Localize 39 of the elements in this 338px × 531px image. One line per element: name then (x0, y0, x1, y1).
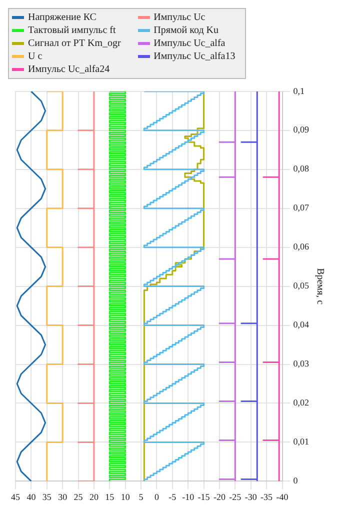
y-tick-label: 0,08 (293, 164, 310, 174)
y-tick-label: 0,03 (293, 358, 310, 369)
y-tick-label: 0 (293, 476, 298, 486)
x-tick-label: 35 (42, 492, 52, 502)
x-tick-label: 20 (89, 492, 99, 502)
x-tick-label: -20 (213, 492, 226, 502)
x-tick-label: -30 (244, 492, 258, 502)
legend-label: Импульс Uc_alfa13 (154, 51, 236, 62)
x-tick-label: 45 (11, 492, 20, 502)
y-tick-label: 0,07 (293, 202, 310, 213)
legend-label: Прямой код Ku (154, 25, 218, 36)
legend-label: Импульс Uc_alfa (154, 38, 226, 49)
x-tick-label: -25 (229, 492, 242, 502)
x-tick-label: 10 (120, 492, 130, 502)
y-tick-label: 0,01 (293, 436, 309, 447)
x-tick-label: -5 (168, 492, 177, 502)
legend-label: U c (28, 51, 42, 62)
x-tick-label: -10 (182, 492, 195, 502)
y-tick-label: 0,02 (293, 398, 309, 408)
x-tick-label: 15 (105, 492, 115, 502)
x-tick-label: -40 (276, 492, 289, 502)
y-tick-label: 0,1 (293, 86, 304, 96)
x-tick-label: 30 (58, 492, 68, 502)
x-tick-label: 0 (154, 492, 160, 502)
x-tick-label: -15 (198, 492, 210, 502)
x-tick-label: 5 (138, 492, 144, 502)
x-tick-label: -35 (260, 492, 274, 502)
y-tick-label: 0,04 (293, 320, 310, 330)
y-axis-title: Время, с (314, 268, 326, 306)
x-tick-label: 40 (26, 492, 36, 502)
y-tick-label: 0,09 (293, 124, 310, 135)
legend-label: Импульс Uc_alfa24 (28, 64, 110, 75)
legend-label: Импульс Uc (154, 12, 206, 23)
y-tick-label: 0,05 (293, 280, 310, 291)
y-tick-label: 0,06 (293, 242, 310, 252)
legend-label: Напряжение КС (28, 12, 96, 23)
legend-label: Тактовый импульс ft (28, 25, 116, 36)
legend-label: Сигнал от РТ Km_ogr (28, 38, 121, 49)
x-tick-label: 25 (74, 492, 84, 502)
